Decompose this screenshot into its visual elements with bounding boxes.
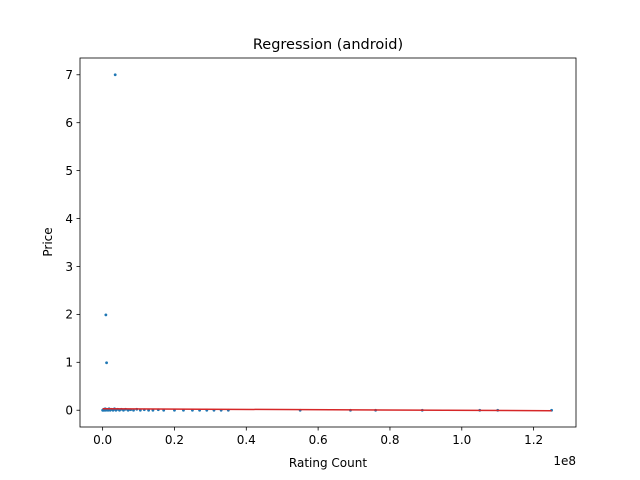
y-axis-label: Price [41, 227, 55, 256]
y-tick-label-6: 6 [65, 116, 73, 130]
x-tick-label-5: 1.0 [452, 433, 471, 447]
y-tick-label-7: 7 [65, 68, 73, 82]
scatter-point-1 [104, 313, 108, 317]
x-tick-label-0: 0.0 [93, 433, 112, 447]
plot-frame [79, 57, 577, 428]
y-axis-ticks: 0 1 2 3 4 5 6 7 [65, 68, 80, 418]
chart-title: Regression (android) [253, 37, 403, 53]
y-tick-label-1: 1 [65, 356, 73, 370]
x-tick-label-3: 0.6 [309, 433, 328, 447]
x-axis-ticks: 0.0 0.2 0.4 0.6 0.8 1.0 1.2 [93, 427, 543, 447]
x-axis-label: Rating Count [289, 456, 367, 470]
y-tick-label-3: 3 [65, 260, 73, 274]
y-tick-label-5: 5 [65, 164, 73, 178]
x-tick-label-4: 0.8 [380, 433, 399, 447]
regression-line [102, 408, 552, 412]
scatter-point-0 [113, 73, 117, 77]
data-layer [101, 73, 553, 412]
x-tick-label-2: 0.4 [237, 433, 256, 447]
y-tick-label-0: 0 [65, 404, 73, 418]
x-axis-offset-label: 1e8 [553, 454, 576, 468]
scatter-point-2 [105, 361, 108, 365]
y-tick-label-2: 2 [65, 308, 73, 322]
x-tick-label-1: 0.2 [165, 433, 184, 447]
y-tick-label-4: 4 [65, 212, 73, 226]
x-tick-label-6: 1.2 [524, 433, 543, 447]
